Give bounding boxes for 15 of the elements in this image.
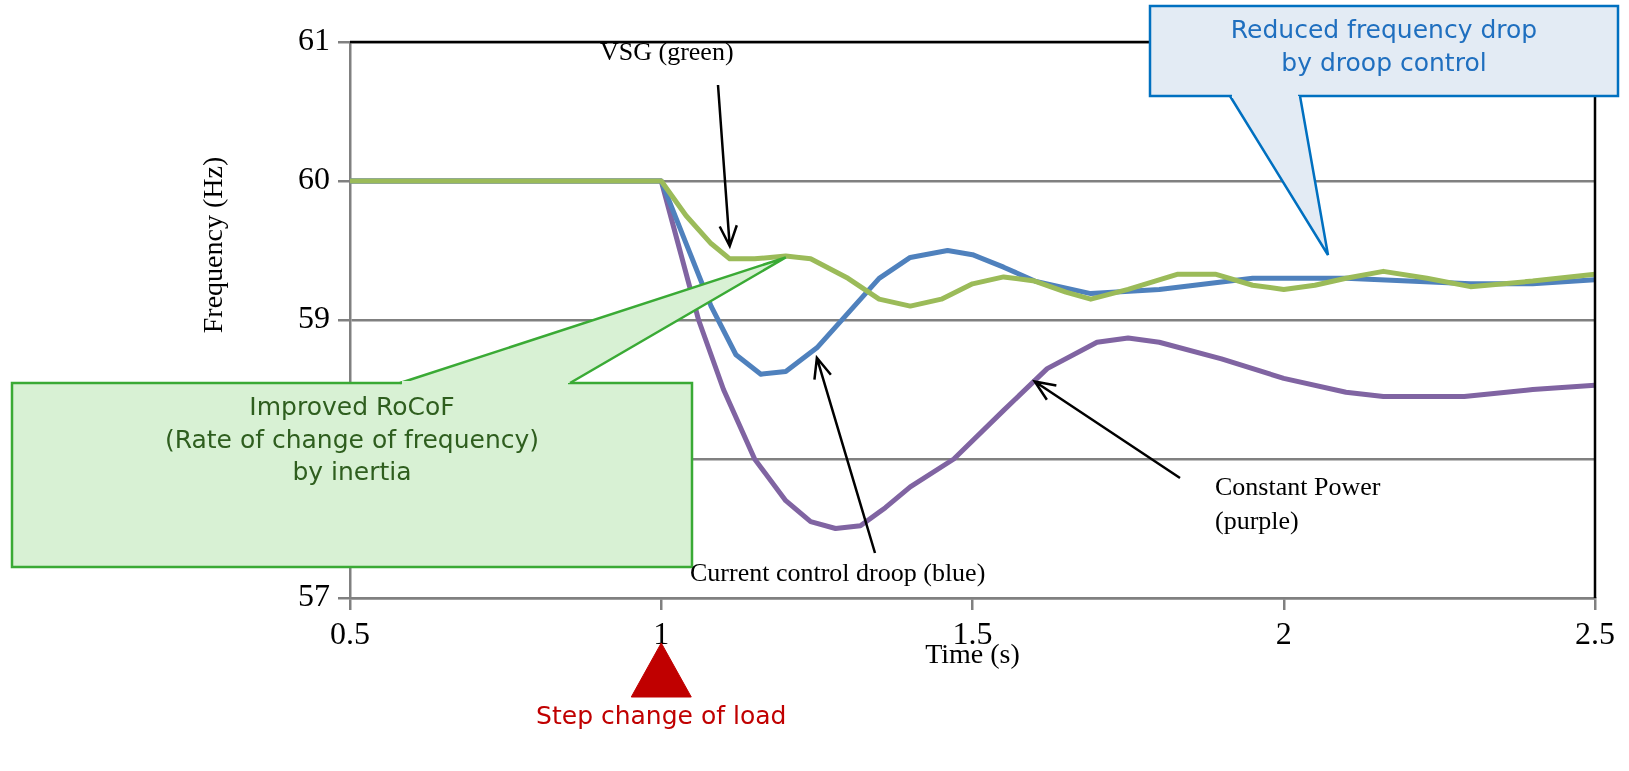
annotation: Improved RoCoF (Rate of change of frequency) by inertia	[163, 391, 541, 488]
y-axis-title: Frequency (Hz)	[197, 156, 229, 334]
y-tick-label: 57	[298, 577, 330, 614]
x-tick-label: 2.5	[1575, 614, 1615, 651]
text: Constant Power (purple)	[1215, 471, 1382, 537]
text: VSG (green)	[600, 36, 734, 68]
annotation: Reduced frequency drop by droop control	[1229, 14, 1539, 79]
x-tick-label: 1	[653, 614, 670, 651]
y-tick-label: 59	[298, 299, 330, 336]
y-tick-label: 61	[298, 21, 330, 58]
text: Current control droop (blue)	[690, 557, 986, 589]
x-tick-label: 2	[1275, 614, 1292, 651]
y-tick-label: 60	[298, 160, 330, 197]
text: Step change of load	[535, 700, 788, 732]
x-tick-label: 0.5	[330, 614, 370, 651]
